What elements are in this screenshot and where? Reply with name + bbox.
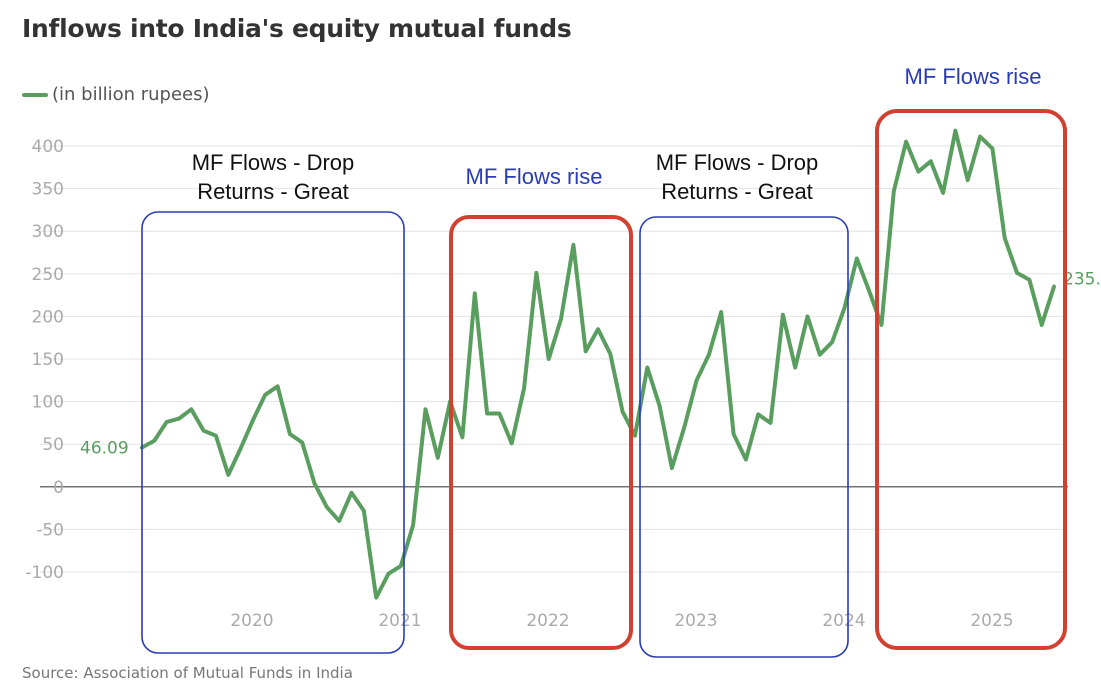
y-tick-label: 150 (32, 350, 64, 370)
y-tick-label: 50 (42, 435, 64, 455)
y-tick-label: 250 (32, 265, 64, 285)
x-tick-label: 2023 (674, 611, 717, 631)
page-title: Inflows into India's equity mutual funds (22, 14, 572, 43)
annotation-text: Returns - Great (197, 179, 349, 204)
y-tick-label: 100 (32, 393, 64, 413)
y-tick-label: 0 (53, 478, 64, 498)
legend: (in billion rupees) (22, 84, 210, 105)
annotation-text: Returns - Great (661, 179, 813, 204)
legend-label: (in billion rupees) (52, 84, 210, 105)
highlight-box-red (449, 215, 633, 650)
x-tick-label: 2024 (822, 611, 865, 631)
x-tick-label: 2022 (526, 611, 569, 631)
y-tick-label: 350 (32, 180, 64, 200)
y-tick-label: -50 (36, 520, 64, 540)
series-line (140, 128, 1056, 600)
highlight-box-blue (141, 211, 405, 654)
highlight-box-red (875, 109, 1067, 650)
y-tick-label: -100 (25, 563, 64, 583)
y-tick-label: 400 (32, 137, 64, 157)
x-tick-label: 2021 (378, 611, 421, 631)
x-tick-label: 2020 (230, 611, 273, 631)
x-tick-label: 2025 (970, 611, 1013, 631)
annotation-text: MF Flows rise (466, 164, 603, 189)
annotation-text: MF Flows - Drop (192, 150, 355, 175)
last-value-label: 235. (1063, 270, 1101, 290)
first-value-label: 46.09 (80, 439, 129, 459)
source-note: Source: Association of Mutual Funds in I… (22, 664, 353, 682)
y-tick-label: 200 (32, 307, 64, 327)
annotation-text: MF Flows rise (905, 64, 1042, 89)
y-tick-label: 300 (32, 222, 64, 242)
legend-swatch (22, 92, 48, 97)
highlight-box-blue (639, 216, 849, 658)
annotation-text: MF Flows - Drop (656, 150, 819, 175)
